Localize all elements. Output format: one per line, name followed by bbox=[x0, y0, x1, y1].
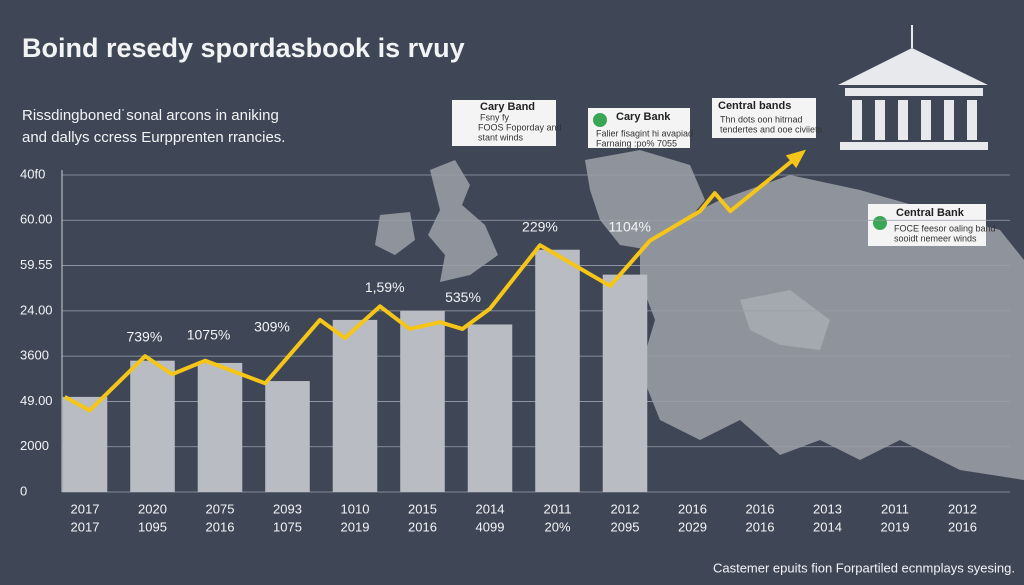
data-label: 535% bbox=[445, 289, 481, 305]
y-tick-label: 0 bbox=[20, 483, 27, 498]
data-label: 739% bbox=[126, 329, 162, 345]
callout-title: Central bands bbox=[718, 100, 791, 112]
bar bbox=[62, 396, 108, 492]
column bbox=[852, 100, 862, 140]
x-tick-label: 2017 bbox=[71, 501, 100, 516]
x-tick-label: 2093 bbox=[273, 501, 302, 516]
callout: Central Bank FOCE feesor oaling band soo… bbox=[868, 204, 996, 246]
callout-box bbox=[588, 108, 690, 148]
roof bbox=[838, 48, 988, 85]
x-tick-label: 20% bbox=[544, 519, 570, 534]
y-tick-label: 3600 bbox=[20, 348, 49, 363]
y-tick-label: 60.00 bbox=[20, 212, 53, 227]
bar bbox=[197, 362, 243, 492]
plot: 0 2000 49.00 3600 24.00 59.55 60.00 40f0 2017 201… bbox=[20, 149, 1010, 534]
map-shape bbox=[640, 175, 1024, 480]
x-tick-label: 2029 bbox=[678, 519, 707, 534]
bar bbox=[332, 319, 378, 492]
x-tick-label: 2019 bbox=[881, 519, 910, 534]
x-tick-label: 2011 bbox=[881, 501, 909, 516]
bar bbox=[265, 381, 310, 492]
x-tick-label: 2015 bbox=[408, 501, 437, 516]
chart-title: Boind resedy spordasbook is rvuy bbox=[22, 33, 465, 63]
data-label: 1,59% bbox=[365, 279, 405, 295]
y-tick-label: 24.00 bbox=[20, 302, 53, 317]
map-shape bbox=[428, 160, 498, 282]
subtitle: and dallys ccress Eurpprenten rrancies. bbox=[22, 129, 285, 146]
x-tick-label: 2020 bbox=[138, 501, 167, 516]
x-tick-label: 2016 bbox=[746, 501, 775, 516]
x-tick-label: 2016 bbox=[206, 519, 235, 534]
x-tick-label: 2011 bbox=[544, 501, 572, 516]
callout-box bbox=[712, 98, 816, 138]
x-tick-label: 2095 bbox=[611, 519, 640, 534]
x-tick-label: 2014 bbox=[813, 519, 842, 534]
x-tick-label: 1010 bbox=[341, 501, 370, 516]
map-shape bbox=[375, 212, 415, 255]
column bbox=[898, 100, 908, 140]
bar bbox=[535, 249, 580, 492]
entablature bbox=[845, 88, 983, 96]
line bbox=[63, 153, 802, 413]
x-tick-label: 2016 bbox=[746, 519, 775, 534]
callout-text: Fsny fy bbox=[480, 112, 510, 122]
bar bbox=[467, 324, 513, 492]
x-tick-label: 2012 bbox=[948, 501, 977, 516]
bar bbox=[602, 274, 648, 492]
subtitle: Rissdingboned˙sonal arcons in aniking bbox=[22, 107, 279, 124]
x-tick-label: 2075 bbox=[206, 501, 235, 516]
data-label: 1104% bbox=[608, 219, 651, 235]
bar bbox=[130, 360, 175, 492]
arrow-head bbox=[785, 149, 807, 169]
base bbox=[840, 142, 988, 150]
callout: Cary Bank Falier fisagint hi avapiad Far… bbox=[588, 108, 693, 148]
x-tick-label: 2013 bbox=[813, 501, 842, 516]
x-tick-label: 2014 bbox=[476, 501, 505, 516]
x-tick-label: 1095 bbox=[138, 519, 167, 534]
dollar-icon bbox=[593, 113, 607, 127]
callout-title: Central Bank bbox=[896, 207, 965, 219]
callout-text: FOCE feesor oaling band bbox=[894, 223, 996, 233]
x-tick-label: 2016 bbox=[408, 519, 437, 534]
column bbox=[875, 100, 885, 140]
data-label: 1075% bbox=[187, 326, 231, 342]
y-tick-label: 40f0 bbox=[20, 166, 45, 181]
callout: Cary Band Fsny fy FOOS Foporday and stan… bbox=[452, 100, 562, 146]
column bbox=[944, 100, 954, 140]
callout-text: sooidt nemeer winds bbox=[894, 233, 977, 243]
column bbox=[921, 100, 931, 140]
y-tick-label: 59.55 bbox=[20, 257, 53, 272]
bar bbox=[400, 310, 445, 492]
bank-icon bbox=[838, 25, 988, 150]
callout-text: Falier fisagint hi avapiad bbox=[596, 128, 693, 138]
callout-text: Farnaing :po% 7055 bbox=[596, 138, 677, 148]
x-tick-label: 2016 bbox=[678, 501, 707, 516]
footer: Castemer epuits fion Forpartiled ecnmpla… bbox=[713, 560, 1015, 575]
data-label: 229% bbox=[522, 219, 558, 235]
callout-text: stant winds bbox=[478, 132, 524, 142]
callout-box bbox=[868, 204, 986, 246]
callout-title: Cary Bank bbox=[616, 111, 671, 123]
data-label: 309% bbox=[254, 318, 290, 334]
x-tick-label: 2019 bbox=[341, 519, 370, 534]
callout-title: Cary Band bbox=[480, 101, 535, 113]
map-shape bbox=[740, 290, 830, 350]
callout-box bbox=[452, 100, 556, 146]
x-tick-label: 2012 bbox=[611, 501, 640, 516]
callout: Central bands Thn dots oon hitrnad tende… bbox=[712, 98, 823, 138]
x-tick-label: 4099 bbox=[476, 519, 505, 534]
callout-text: FOOS Foporday and bbox=[478, 122, 562, 132]
callout-text: Thn dots oon hitrnad bbox=[720, 114, 803, 124]
x-tick-label: 2016 bbox=[948, 519, 977, 534]
x-tick-label: 1075 bbox=[273, 519, 302, 534]
x-tick-label: 2017 bbox=[71, 519, 100, 534]
dollar-icon bbox=[873, 216, 887, 230]
callout-text: tendertes and ooe civiiets bbox=[720, 124, 823, 134]
y-tick-label: 49.00 bbox=[20, 393, 53, 408]
y-tick-label: 2000 bbox=[20, 438, 49, 453]
column bbox=[967, 100, 977, 140]
map bbox=[375, 150, 1024, 480]
